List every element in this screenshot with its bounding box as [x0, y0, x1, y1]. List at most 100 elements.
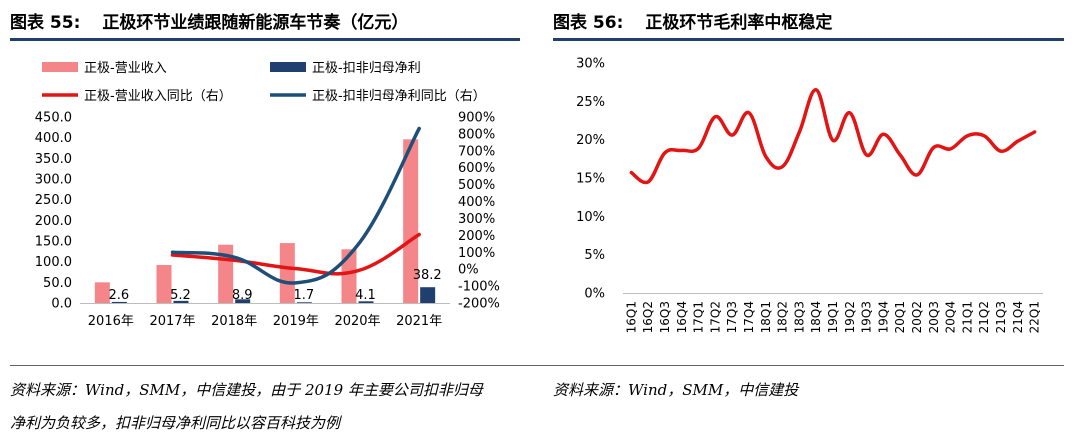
- x-tick: 2021年: [396, 314, 442, 329]
- line-gross-margin: [629, 88, 1037, 185]
- x-tick: 22Q1: [1028, 301, 1042, 333]
- bar-revenue: [403, 139, 419, 303]
- x-tick: 19Q4: [876, 301, 890, 333]
- bar-revenue: [156, 264, 172, 303]
- x-tick: 2018年: [211, 314, 257, 329]
- legend-swatch-1: [270, 62, 306, 72]
- x-tick: 20Q4: [944, 301, 958, 333]
- y-tick-left: 400.0: [35, 131, 72, 146]
- left-chart-title: 图表 55: 正极环节业绩跟随新能源车节奏（亿元）: [10, 8, 408, 33]
- x-tick: 19Q1: [826, 301, 840, 333]
- x-tick: 16Q1: [624, 301, 638, 333]
- x-tick: 21Q1: [960, 301, 974, 333]
- y-tick-right: 500%: [458, 178, 495, 193]
- y-tick: 5%: [584, 248, 605, 263]
- footer-rule: [10, 365, 1064, 366]
- bar-profit: [358, 301, 374, 303]
- y-tick-right: 600%: [458, 161, 495, 176]
- bar-revenue: [94, 282, 110, 303]
- y-tick: 10%: [576, 210, 605, 225]
- left-data-labels: 2.6 5.2 8.9 1.7 4.1 38.2: [108, 268, 441, 303]
- line-profit-yoy: [170, 126, 421, 285]
- data-label-profit: 2.6: [108, 288, 129, 303]
- x-tick: 17Q2: [708, 301, 722, 333]
- legend-label-1: 正极-扣非归母净利: [312, 61, 421, 76]
- y-tick: 15%: [576, 172, 605, 187]
- left-figure-title: 正极环节业绩跟随新能源车节奏（亿元）: [102, 13, 409, 33]
- y-tick-right: -100%: [458, 280, 500, 295]
- right-source-line-1: 资料来源：Wind，SMM，中信建投: [553, 381, 799, 399]
- data-label-profit: 1.7: [293, 288, 314, 303]
- x-tick: 20Q2: [910, 301, 924, 333]
- x-tick: 18Q1: [759, 301, 773, 333]
- right-chart: 0% 5% 10% 15% 20% 25% 30% 16Q1 16Q2 16Q3 16Q4 17Q1…: [576, 57, 1043, 333]
- x-tick: 21Q3: [994, 301, 1008, 333]
- right-lines: [629, 88, 1037, 185]
- x-tick: 20Q1: [893, 301, 907, 333]
- y-tick: 0%: [584, 287, 605, 302]
- y-tick-right: 100%: [458, 246, 495, 261]
- x-tick: 18Q3: [792, 301, 806, 333]
- legend-label-2: 正极-营业收入同比（右）: [84, 89, 232, 104]
- x-tick: 17Q3: [725, 301, 739, 333]
- x-tick: 17Q1: [692, 301, 706, 333]
- y-tick-right: 800%: [458, 127, 495, 142]
- legend-label-0: 正极-营业收入: [84, 61, 167, 76]
- y-tick-right: 0%: [458, 263, 479, 278]
- y-tick-left: 100.0: [35, 255, 72, 270]
- bar-profit: [111, 301, 127, 303]
- left-lines: [170, 126, 421, 285]
- bar-profit: [420, 287, 436, 303]
- legend-label-3: 正极-扣非归母净利同比（右）: [312, 89, 486, 104]
- x-tick: 19Q2: [843, 301, 857, 333]
- left-x-axis: 2016年 2017年 2018年 2019年 2020年 2021年: [80, 303, 450, 329]
- y-tick-right: 400%: [458, 195, 495, 210]
- y-tick-right: 200%: [458, 229, 495, 244]
- bar-profit: [296, 302, 312, 303]
- right-title-rule: [553, 38, 1064, 41]
- left-source-line-2: 净利为负较多，扣非归母净利同比以容百科技为例: [10, 414, 341, 432]
- y-tick-right: -200%: [458, 297, 500, 312]
- y-tick: 30%: [576, 57, 605, 72]
- x-tick: 18Q4: [809, 301, 823, 333]
- y-tick-left: 50.0: [43, 276, 72, 291]
- x-tick: 19Q3: [860, 301, 874, 333]
- x-tick: 16Q4: [675, 301, 689, 333]
- legend-swatch-0: [42, 62, 78, 72]
- y-tick-right: 300%: [458, 212, 495, 227]
- right-y-axis: 0% 5% 10% 15% 20% 25% 30%: [576, 57, 605, 302]
- x-tick: 18Q2: [776, 301, 790, 333]
- y-tick-left: 350.0: [35, 152, 72, 167]
- data-label-profit: 5.2: [170, 288, 191, 303]
- y-tick-left: 150.0: [35, 235, 72, 250]
- line-revenue-yoy: [170, 232, 421, 276]
- x-tick: 20Q3: [927, 301, 941, 333]
- x-tick: 2019年: [273, 314, 319, 329]
- right-chart-title: 图表 56: 正极环节毛利率中枢稳定: [553, 8, 832, 33]
- data-label-profit: 4.1: [355, 288, 376, 303]
- right-figure-label: 图表 56:: [553, 13, 624, 33]
- left-bars: [94, 139, 436, 303]
- data-label-profit: 8.9: [232, 288, 253, 303]
- x-tick: 16Q2: [641, 301, 655, 333]
- bar-profit: [235, 299, 251, 303]
- x-tick: 2016年: [88, 314, 134, 329]
- bar-revenue: [279, 243, 295, 303]
- bar-revenue: [341, 249, 357, 303]
- bar-profit: [173, 300, 189, 303]
- left-y-axis-secondary: -200% -100% 0% 100% 200% 300% 400% 500% 600% 700%…: [458, 111, 500, 312]
- y-tick: 25%: [576, 95, 605, 110]
- left-title-rule: [10, 38, 520, 41]
- right-x-axis: 16Q1 16Q2 16Q3 16Q4 17Q1 17Q2 17Q3 17Q4 18Q1 18Q2…: [623, 293, 1043, 333]
- y-tick-right: 700%: [458, 144, 495, 159]
- right-figure-title: 正极环节毛利率中枢稳定: [645, 13, 833, 33]
- x-tick: 21Q2: [977, 301, 991, 333]
- left-source-line-1: 资料来源：Wind，SMM，中信建投，由于 2019 年主要公司扣非归母: [10, 381, 483, 399]
- left-y-axis-primary: 0.0 50.0 100.0 150.0 200.0 250.0 300.0 350.0 400…: [35, 111, 72, 312]
- y-tick-left: 450.0: [35, 111, 72, 126]
- y-tick-left: 200.0: [35, 214, 72, 229]
- y-tick-left: 0.0: [51, 297, 72, 312]
- y-tick-left: 250.0: [35, 193, 72, 208]
